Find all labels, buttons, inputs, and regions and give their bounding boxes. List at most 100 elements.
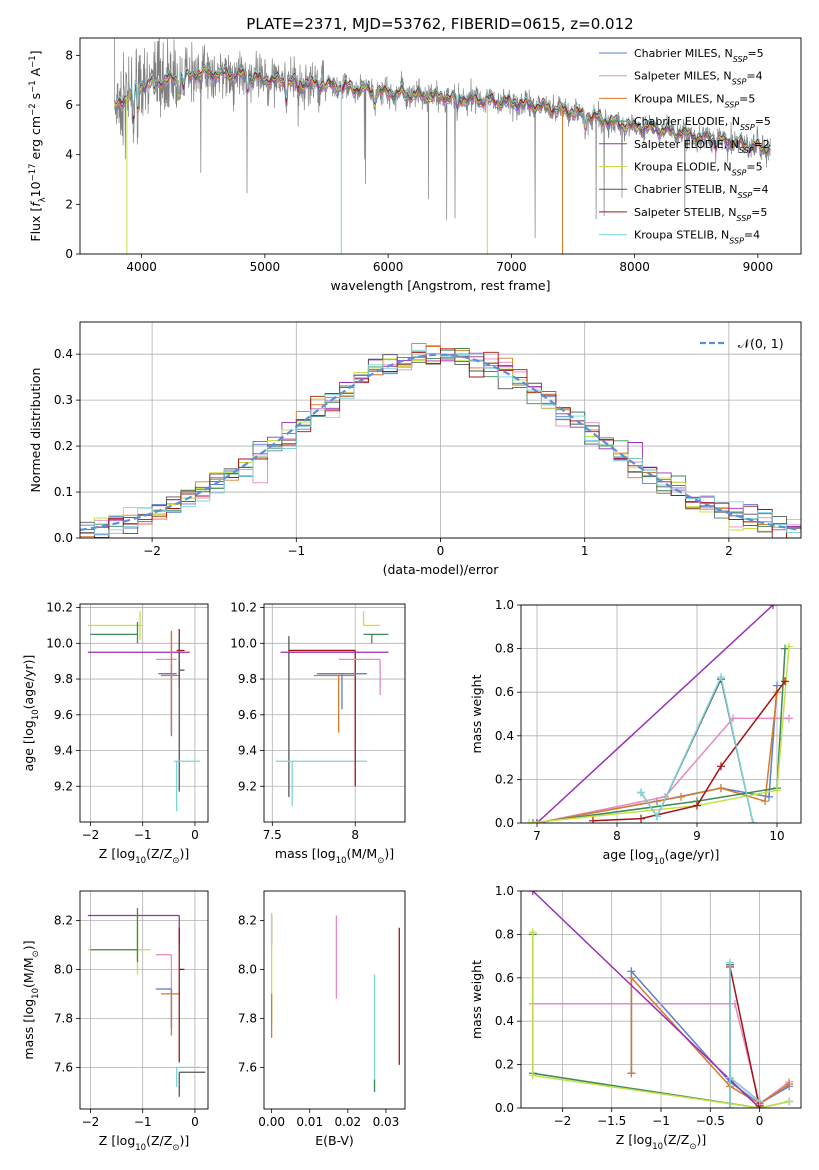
weight-marker: [677, 792, 685, 801]
weight-marker: [717, 762, 725, 771]
legend-sub: SSP: [736, 213, 751, 222]
x-axis-label-part: ⊙: [689, 1142, 696, 1152]
weight-line-1: [536, 717, 789, 823]
y-tick-label: 0.2: [495, 1058, 514, 1072]
y-tick-label: 9.6: [238, 708, 257, 722]
weight-marker: [627, 973, 636, 982]
weight-marker: [627, 1069, 636, 1078]
y-tick-label: 1.0: [495, 884, 514, 898]
legend-nssp: =5: [739, 92, 755, 105]
y-tick-label: 8.2: [238, 913, 257, 927]
weight-line-1: [532, 1003, 790, 1105]
weight-marker: [761, 797, 769, 806]
plot-area-spectrum: [114, 38, 771, 254]
y-tick-label: 0.0: [54, 531, 73, 545]
legend-label: Kroupa STELIB, NSSP=4: [634, 229, 760, 246]
x-axis-label: Z [log10(Z/Z⊙)]: [99, 846, 189, 866]
y-tick-label: 0.8: [495, 927, 514, 941]
y-tick-label: 0.4: [495, 729, 514, 743]
y-axis-label-part: 10: [31, 709, 41, 720]
axes-frame: [263, 603, 406, 823]
weight-marker: [785, 714, 793, 723]
legend-sub: SSP: [729, 236, 744, 245]
legend-label: Chabrier MILES, NSSP=5: [634, 47, 764, 64]
y-axis-label-part: s: [28, 93, 43, 104]
axes-frame: [520, 604, 802, 824]
x-tick-label: 7.5: [263, 828, 282, 842]
weight-marker: [773, 786, 781, 795]
legend-name: Salpeter STELIB, N: [634, 206, 736, 219]
y-tick-label: 0.2: [54, 439, 73, 453]
normal-curve: [80, 353, 801, 531]
weight-line-4: [536, 605, 774, 823]
legend-nssp: =4: [752, 183, 768, 196]
weight-marker: [749, 819, 757, 823]
x-tick-label: 0.00: [258, 1115, 285, 1129]
weight-marker: [533, 819, 541, 823]
x-tick-label: 0: [191, 1115, 199, 1129]
y-axis-label-part: ⊙: [31, 950, 41, 957]
legend-sub: SSP: [732, 168, 747, 177]
x-axis-label-part: 10: [652, 1142, 663, 1152]
x-tick-label: −2: [82, 828, 100, 842]
y-axis-label: Flux [fλ10−17 erg cm−2 s−1 A−1]: [28, 50, 48, 241]
x-tick-label: −2: [554, 1114, 572, 1128]
y-tick-label: 4: [65, 148, 73, 162]
y-axis-label-part: −2: [28, 103, 38, 116]
weight-marker: [528, 928, 537, 937]
legend-sub: SSP: [732, 77, 747, 86]
y-tick-label: 2: [65, 197, 73, 211]
legend-name: Kroupa STELIB, N: [634, 229, 729, 242]
x-axis-label-part: Z [log: [99, 1133, 135, 1148]
x-tick-label: −1: [134, 828, 152, 842]
plot-layer: 4000 5000 6000 7000 8000 900002468wavelength …: [21, 37, 802, 1153]
y-tick-label: 8.0: [238, 962, 257, 976]
legend-label: Salpeter ELODIE, NSSP=2: [634, 138, 770, 155]
y-tick-label: 9.4: [54, 744, 73, 758]
x-tick-label: 8000: [619, 260, 650, 274]
axes-frame: [79, 321, 802, 539]
x-axis-label: Z [log10(Z/Z⊙)]: [99, 1133, 189, 1153]
legend-nssp: =4: [744, 229, 760, 242]
y-tick-label: 0.0: [495, 816, 514, 830]
weight-marker: [717, 784, 725, 793]
weight-marker: [785, 1097, 794, 1106]
x-axis-label-part: mass [log: [275, 846, 336, 861]
axes-frame: [79, 37, 802, 255]
weight-marker: [755, 1097, 764, 1106]
legend-label: Salpeter STELIB, NSSP=5: [634, 206, 767, 223]
legend-name: Chabrier MILES, N: [634, 47, 733, 60]
x-axis-label-part: )]: [179, 1133, 189, 1148]
histogram-0: [80, 345, 801, 535]
axes-mass-vs-Z: −2 −1 07.67.88.08.2Z [log10(Z/Z⊙)]mass [lo…: [21, 890, 209, 1153]
weight-marker: [726, 958, 735, 967]
x-tick-label: 8: [613, 829, 621, 843]
y-tick-label: 9.8: [238, 672, 257, 686]
weight-marker: [769, 605, 777, 609]
legend-name: Chabrier ELODIE, N: [634, 115, 740, 128]
legend-sub: SSP: [740, 123, 755, 132]
x-axis-label: wavelength [Angstrom, rest frame]: [330, 278, 550, 293]
y-axis-label-part: age [log: [21, 720, 36, 771]
y-axis-label-part: A: [28, 67, 43, 80]
y-axis-label-part: 10: [31, 988, 41, 999]
weight-marker: [785, 642, 793, 651]
y-tick-label: 9.6: [54, 708, 73, 722]
y-tick-label: 0.1: [54, 485, 73, 499]
x-axis-label-part: Z [log: [99, 846, 135, 861]
weight-line-8: [729, 962, 761, 1108]
y-tick-label: 7.6: [54, 1060, 73, 1074]
x-tick-label: −0.5: [696, 1114, 725, 1128]
axes-frame: [263, 890, 406, 1110]
y-tick-label: 0.4: [54, 347, 73, 361]
y-axis-label-part: −1: [28, 80, 38, 93]
y-tick-label: 0.8: [495, 642, 514, 656]
y-axis-label-part: (age/yr)]: [21, 655, 36, 710]
y-tick-label: 8: [65, 48, 73, 62]
y-axis-label: Normed distribution: [28, 368, 43, 493]
weight-line-5: [532, 932, 790, 1108]
y-axis-label-part: )]: [21, 940, 36, 950]
x-tick-label: −1: [287, 544, 305, 558]
